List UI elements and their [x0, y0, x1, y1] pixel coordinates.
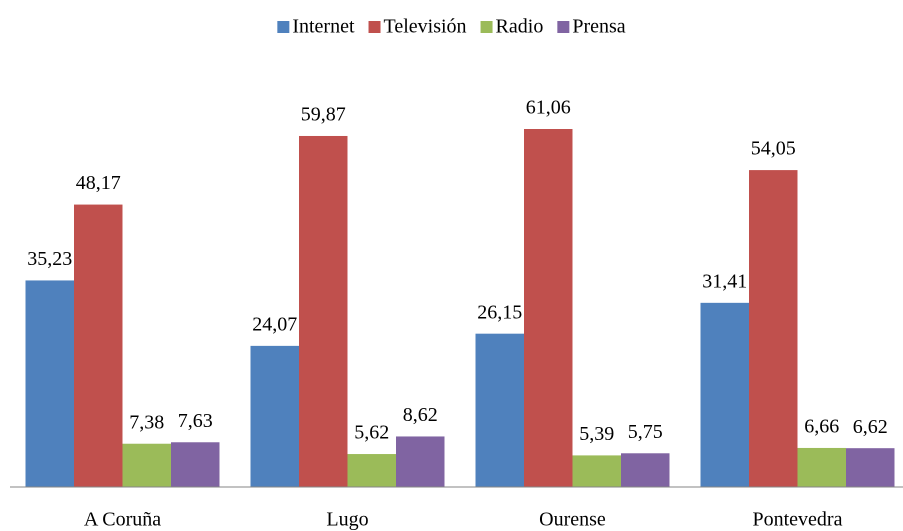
data-label: 59,87 [301, 104, 346, 126]
data-label: 31,41 [702, 270, 747, 292]
legend-label: Televisión [384, 16, 467, 38]
data-label: 7,38 [129, 411, 164, 433]
data-label: 61,06 [526, 97, 571, 119]
data-label: 8,62 [403, 404, 438, 426]
data-label: 5,62 [354, 422, 389, 444]
bar [621, 453, 670, 487]
legend-label: Prensa [572, 16, 625, 38]
data-label: 26,15 [477, 301, 522, 323]
data-label: 54,05 [751, 138, 796, 160]
bar [122, 443, 171, 487]
bar [475, 333, 524, 487]
data-label: 6,62 [853, 416, 888, 438]
bar [797, 447, 846, 487]
bar [299, 135, 348, 488]
bar [74, 204, 123, 487]
legend-swatch [277, 21, 290, 33]
legend-swatch [480, 21, 493, 33]
bar [250, 345, 299, 487]
data-label: 5,39 [579, 423, 614, 445]
bar [749, 170, 798, 488]
legend-swatch [557, 21, 570, 33]
data-label: 5,75 [628, 421, 663, 443]
bar [25, 280, 74, 487]
bar [171, 442, 220, 487]
x-tick-label: Ourense [539, 509, 606, 531]
data-label: 7,63 [178, 410, 213, 432]
data-label: 48,17 [76, 172, 121, 194]
bar [846, 448, 895, 487]
legend-swatch [368, 21, 381, 33]
bar [572, 455, 621, 487]
data-label: 6,66 [804, 416, 839, 438]
x-tick-label: Lugo [326, 509, 368, 531]
bar [524, 129, 573, 487]
x-tick-label: A Coruña [84, 509, 161, 531]
bar [396, 436, 445, 487]
x-tick-label: Pontevedra [753, 509, 843, 531]
bar [700, 302, 749, 487]
legend-label: Radio [496, 16, 544, 38]
data-label: 35,23 [27, 248, 72, 270]
data-label: 24,07 [252, 313, 297, 335]
legend-label: Internet [292, 16, 355, 38]
bar [347, 454, 396, 487]
